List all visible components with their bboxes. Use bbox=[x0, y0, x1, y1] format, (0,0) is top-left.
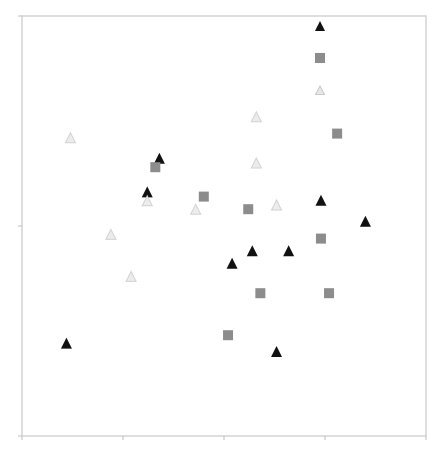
legend bbox=[312, 16, 424, 112]
series-1-point-9 bbox=[271, 346, 283, 357]
series-3-point-5 bbox=[189, 203, 202, 215]
series-1-point-8 bbox=[60, 337, 72, 349]
legend-triangle-icon bbox=[312, 18, 328, 34]
series-1-point-4 bbox=[246, 245, 258, 257]
series-2-point-1 bbox=[150, 162, 161, 173]
series-3-point-3 bbox=[125, 270, 137, 282]
series-2-point-7 bbox=[324, 288, 335, 299]
series-1-point-3 bbox=[226, 257, 238, 269]
series-2-point-6 bbox=[255, 288, 266, 299]
x-ticks bbox=[21, 436, 427, 440]
y-ticks bbox=[18, 15, 22, 437]
series-3-point-4 bbox=[141, 194, 154, 207]
series-2-point-2 bbox=[198, 191, 209, 202]
series-3-point-2 bbox=[105, 228, 117, 240]
series-2-point-5 bbox=[315, 233, 326, 244]
legend-item-series-3 bbox=[312, 80, 424, 100]
legend-square-icon bbox=[312, 50, 328, 66]
series-1-point-2 bbox=[141, 186, 153, 198]
series-3-point-8 bbox=[270, 198, 283, 211]
series-1-point-5 bbox=[283, 245, 295, 257]
series-3-point-1 bbox=[64, 131, 77, 144]
series-1-point-6 bbox=[315, 194, 327, 206]
plot-frame bbox=[21, 15, 427, 437]
series-2-point-3 bbox=[243, 204, 254, 215]
series-1-point-7 bbox=[359, 215, 371, 227]
legend-item-series-2 bbox=[312, 48, 424, 68]
legend-item-series-1 bbox=[312, 16, 424, 36]
series-2-point-4 bbox=[332, 128, 343, 139]
series-3-point-7 bbox=[250, 156, 263, 169]
series-2-point-8 bbox=[223, 330, 234, 341]
data-points bbox=[60, 110, 371, 357]
series-1-point-1 bbox=[153, 152, 165, 164]
legend-triangle-outline-icon bbox=[312, 82, 328, 98]
series-3-point-6 bbox=[250, 110, 263, 123]
